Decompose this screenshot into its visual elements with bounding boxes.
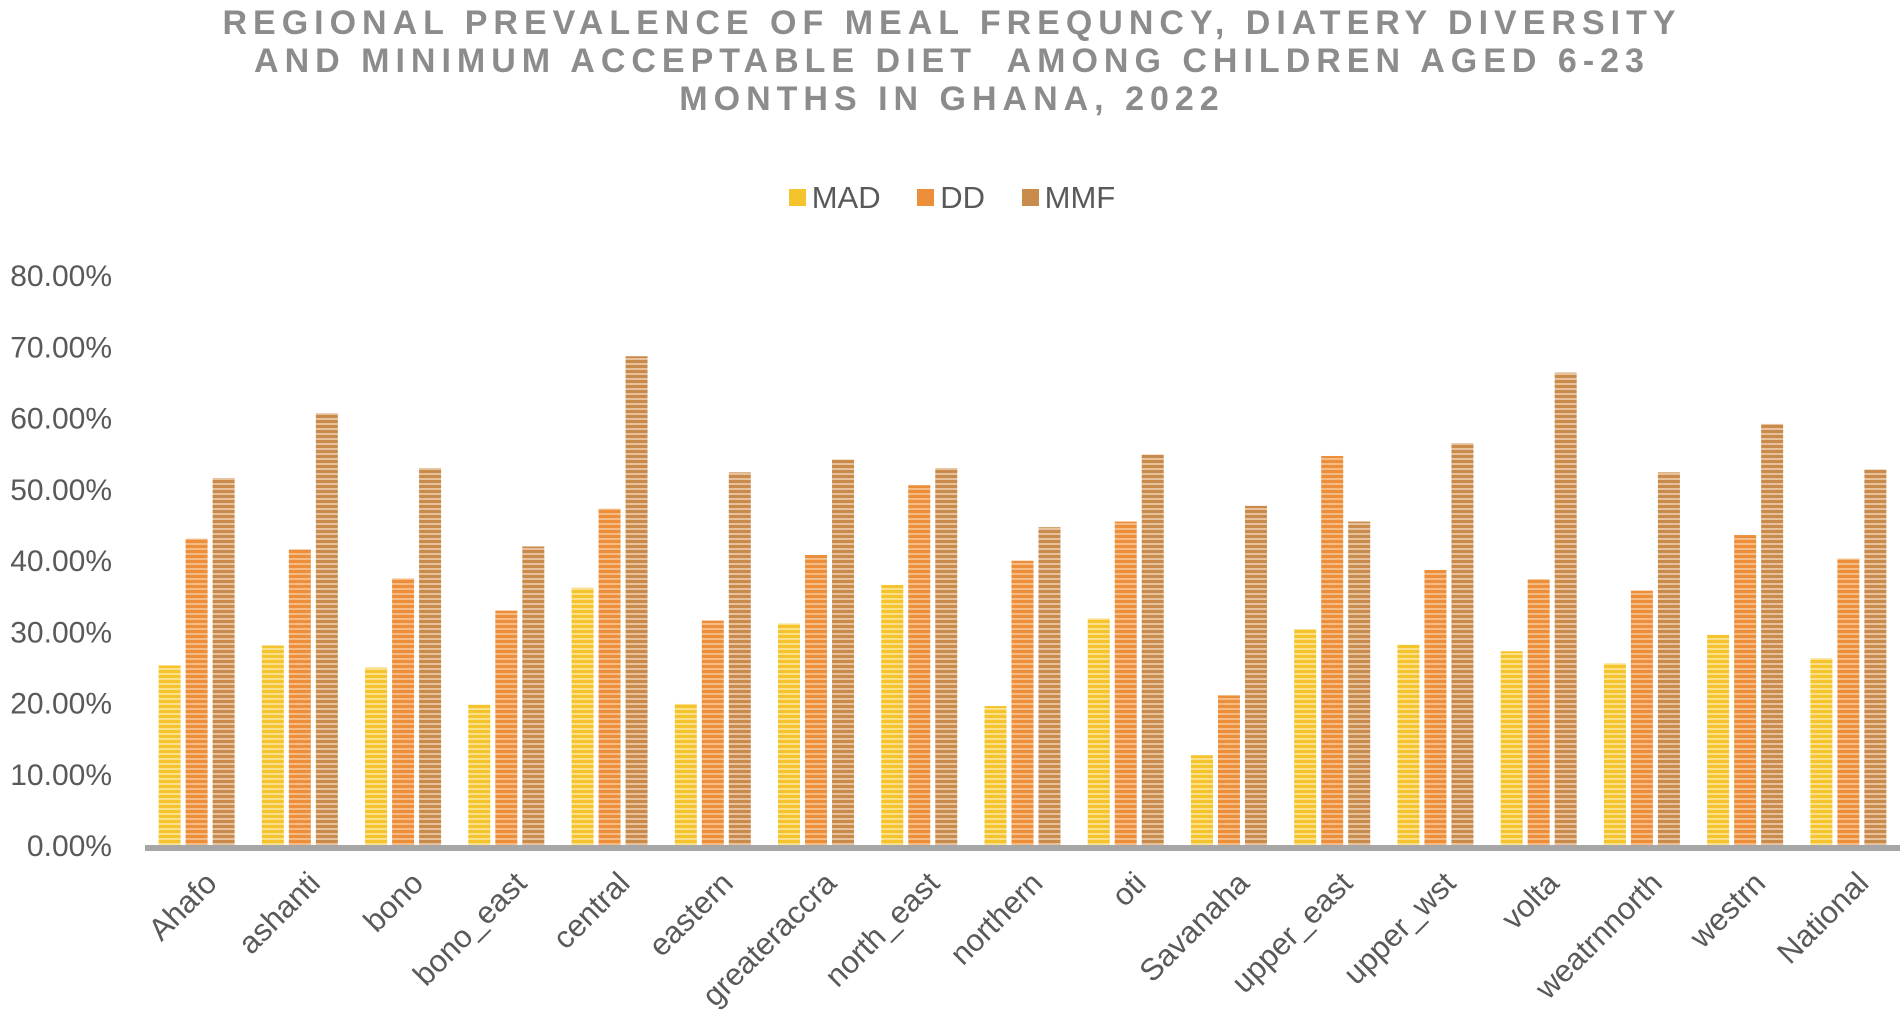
bar-mmf-central	[625, 356, 648, 845]
chart-title-line-2: AND MINIMUM ACCEPTABLE DIET AMONG CHILDR…	[254, 42, 1650, 80]
bar-mmf-westrn	[1761, 423, 1784, 845]
x-tick-label-central: central	[546, 865, 637, 956]
bar-dd-weatrnnorth	[1630, 590, 1653, 845]
legend-label-dd: DD	[940, 179, 986, 215]
bar-dd-oti	[1114, 521, 1137, 845]
bar-dd-upper_east	[1321, 455, 1344, 845]
bar-mad-greateraccra	[778, 623, 801, 845]
y-tick-label: 50.00%	[10, 474, 112, 507]
bar-dd-bono	[392, 578, 415, 845]
legend-item-dd: DD	[917, 180, 985, 216]
bar-mad-upper_wst	[1397, 644, 1420, 845]
bar-dd-northern	[1011, 560, 1034, 845]
x-tick-label-oti: oti	[1105, 865, 1153, 913]
y-tick-label: 30.00%	[10, 616, 112, 649]
x-tick-label-bono: bono	[357, 865, 431, 939]
chart-legend: MAD DD MMF	[0, 178, 1904, 216]
bar-mad-upper_east	[1294, 629, 1317, 845]
legend-item-mmf: MMF	[1021, 179, 1116, 216]
x-tick-label-bono_east: bono_east	[406, 865, 533, 992]
bar-mmf-bono_east	[522, 546, 545, 845]
y-axis-ticks: 0.00% 10.00% 20.00% 30.00% 40.00% 50.00% 60.00…	[10, 260, 112, 863]
bar-mad-bono	[365, 667, 388, 845]
bar-dd-ashanti	[288, 549, 311, 845]
bar-mmf-savanaha	[1244, 505, 1267, 845]
chart-title: REGIONAL PREVALENCE OF MEAL FREQUNCY, DI…	[0, 4, 1904, 118]
bar-mmf-weatrnnorth	[1657, 472, 1680, 845]
bar-dd-north_east	[908, 485, 931, 845]
y-tick-label: 20.00%	[10, 688, 112, 721]
bar-mad-central	[571, 587, 594, 845]
bar-dd-upper_wst	[1424, 569, 1447, 845]
bar-mad-national	[1810, 658, 1833, 845]
bar-dd-national	[1837, 558, 1860, 845]
bar-dd-bono_east	[495, 610, 518, 845]
bar-mad-ashanti	[261, 645, 284, 845]
chart-title-line-1: REGIONAL PREVALENCE OF MEAL FREQUNCY, DI…	[222, 4, 1682, 42]
bar-mmf-bono	[419, 468, 442, 845]
y-tick-label: 10.00%	[10, 759, 112, 792]
x-tick-label-upper_wst: upper_wst	[1337, 865, 1463, 991]
bar-mmf-oti	[1141, 454, 1164, 845]
bar-mad-oti	[1087, 618, 1110, 845]
x-tick-label-ahafo: Ahafo	[142, 865, 224, 947]
bar-mmf-eastern	[728, 472, 751, 845]
legend-label-mad: MAD	[811, 179, 881, 215]
bar-mad-bono_east	[468, 704, 491, 845]
y-tick-label: 70.00%	[10, 331, 112, 364]
legend-swatch-mad	[788, 189, 806, 207]
bar-mad-northern	[984, 706, 1007, 845]
legend-swatch-mmf	[1021, 189, 1039, 207]
bar-mmf-ahafo	[212, 478, 235, 845]
y-tick-label: 80.00%	[10, 260, 112, 293]
y-tick-label: 0.00%	[27, 830, 112, 863]
legend-swatch-dd	[917, 189, 935, 207]
bar-dd-savanaha	[1217, 695, 1240, 845]
x-tick-label-northern: northern	[943, 865, 1049, 971]
bar-mad-weatrnnorth	[1603, 663, 1626, 845]
y-tick-label: 60.00%	[10, 403, 112, 436]
bar-mmf-ashanti	[315, 413, 338, 845]
bar-mad-north_east	[881, 584, 904, 845]
bar-dd-volta	[1527, 579, 1550, 845]
bar-mmf-national	[1864, 469, 1887, 845]
bars-group	[158, 356, 1887, 845]
bar-mmf-volta	[1554, 372, 1577, 845]
bar-mmf-northern	[1038, 527, 1061, 845]
x-tick-label-eastern: eastern	[642, 865, 740, 963]
bar-dd-westrn	[1734, 535, 1757, 845]
bar-mad-ahafo	[158, 665, 181, 845]
x-tick-label-volta: volta	[1495, 865, 1567, 937]
bar-mad-volta	[1500, 651, 1523, 845]
bar-mad-eastern	[674, 703, 697, 845]
bar-dd-ahafo	[185, 538, 208, 845]
bar-dd-central	[598, 508, 621, 845]
chart-title-line-3: MONTHS IN GHANA, 2022	[679, 80, 1225, 118]
bar-mad-westrn	[1707, 634, 1730, 845]
bar-mad-savanaha	[1190, 755, 1213, 845]
bar-mmf-north_east	[935, 468, 958, 845]
legend-item-mad: MAD	[788, 179, 881, 216]
x-tick-label-national: National	[1770, 865, 1875, 970]
bar-dd-eastern	[701, 620, 724, 845]
bar-mmf-upper_east	[1348, 521, 1371, 845]
bar-dd-greateraccra	[805, 555, 828, 845]
legend-label-mmf: MMF	[1044, 179, 1116, 215]
x-tick-label-westrn: westrn	[1682, 865, 1772, 955]
bar-mmf-upper_wst	[1451, 443, 1474, 845]
y-tick-label: 40.00%	[10, 545, 112, 578]
bar-mmf-greateraccra	[832, 459, 855, 845]
x-tick-label-ashanti: ashanti	[231, 865, 326, 960]
